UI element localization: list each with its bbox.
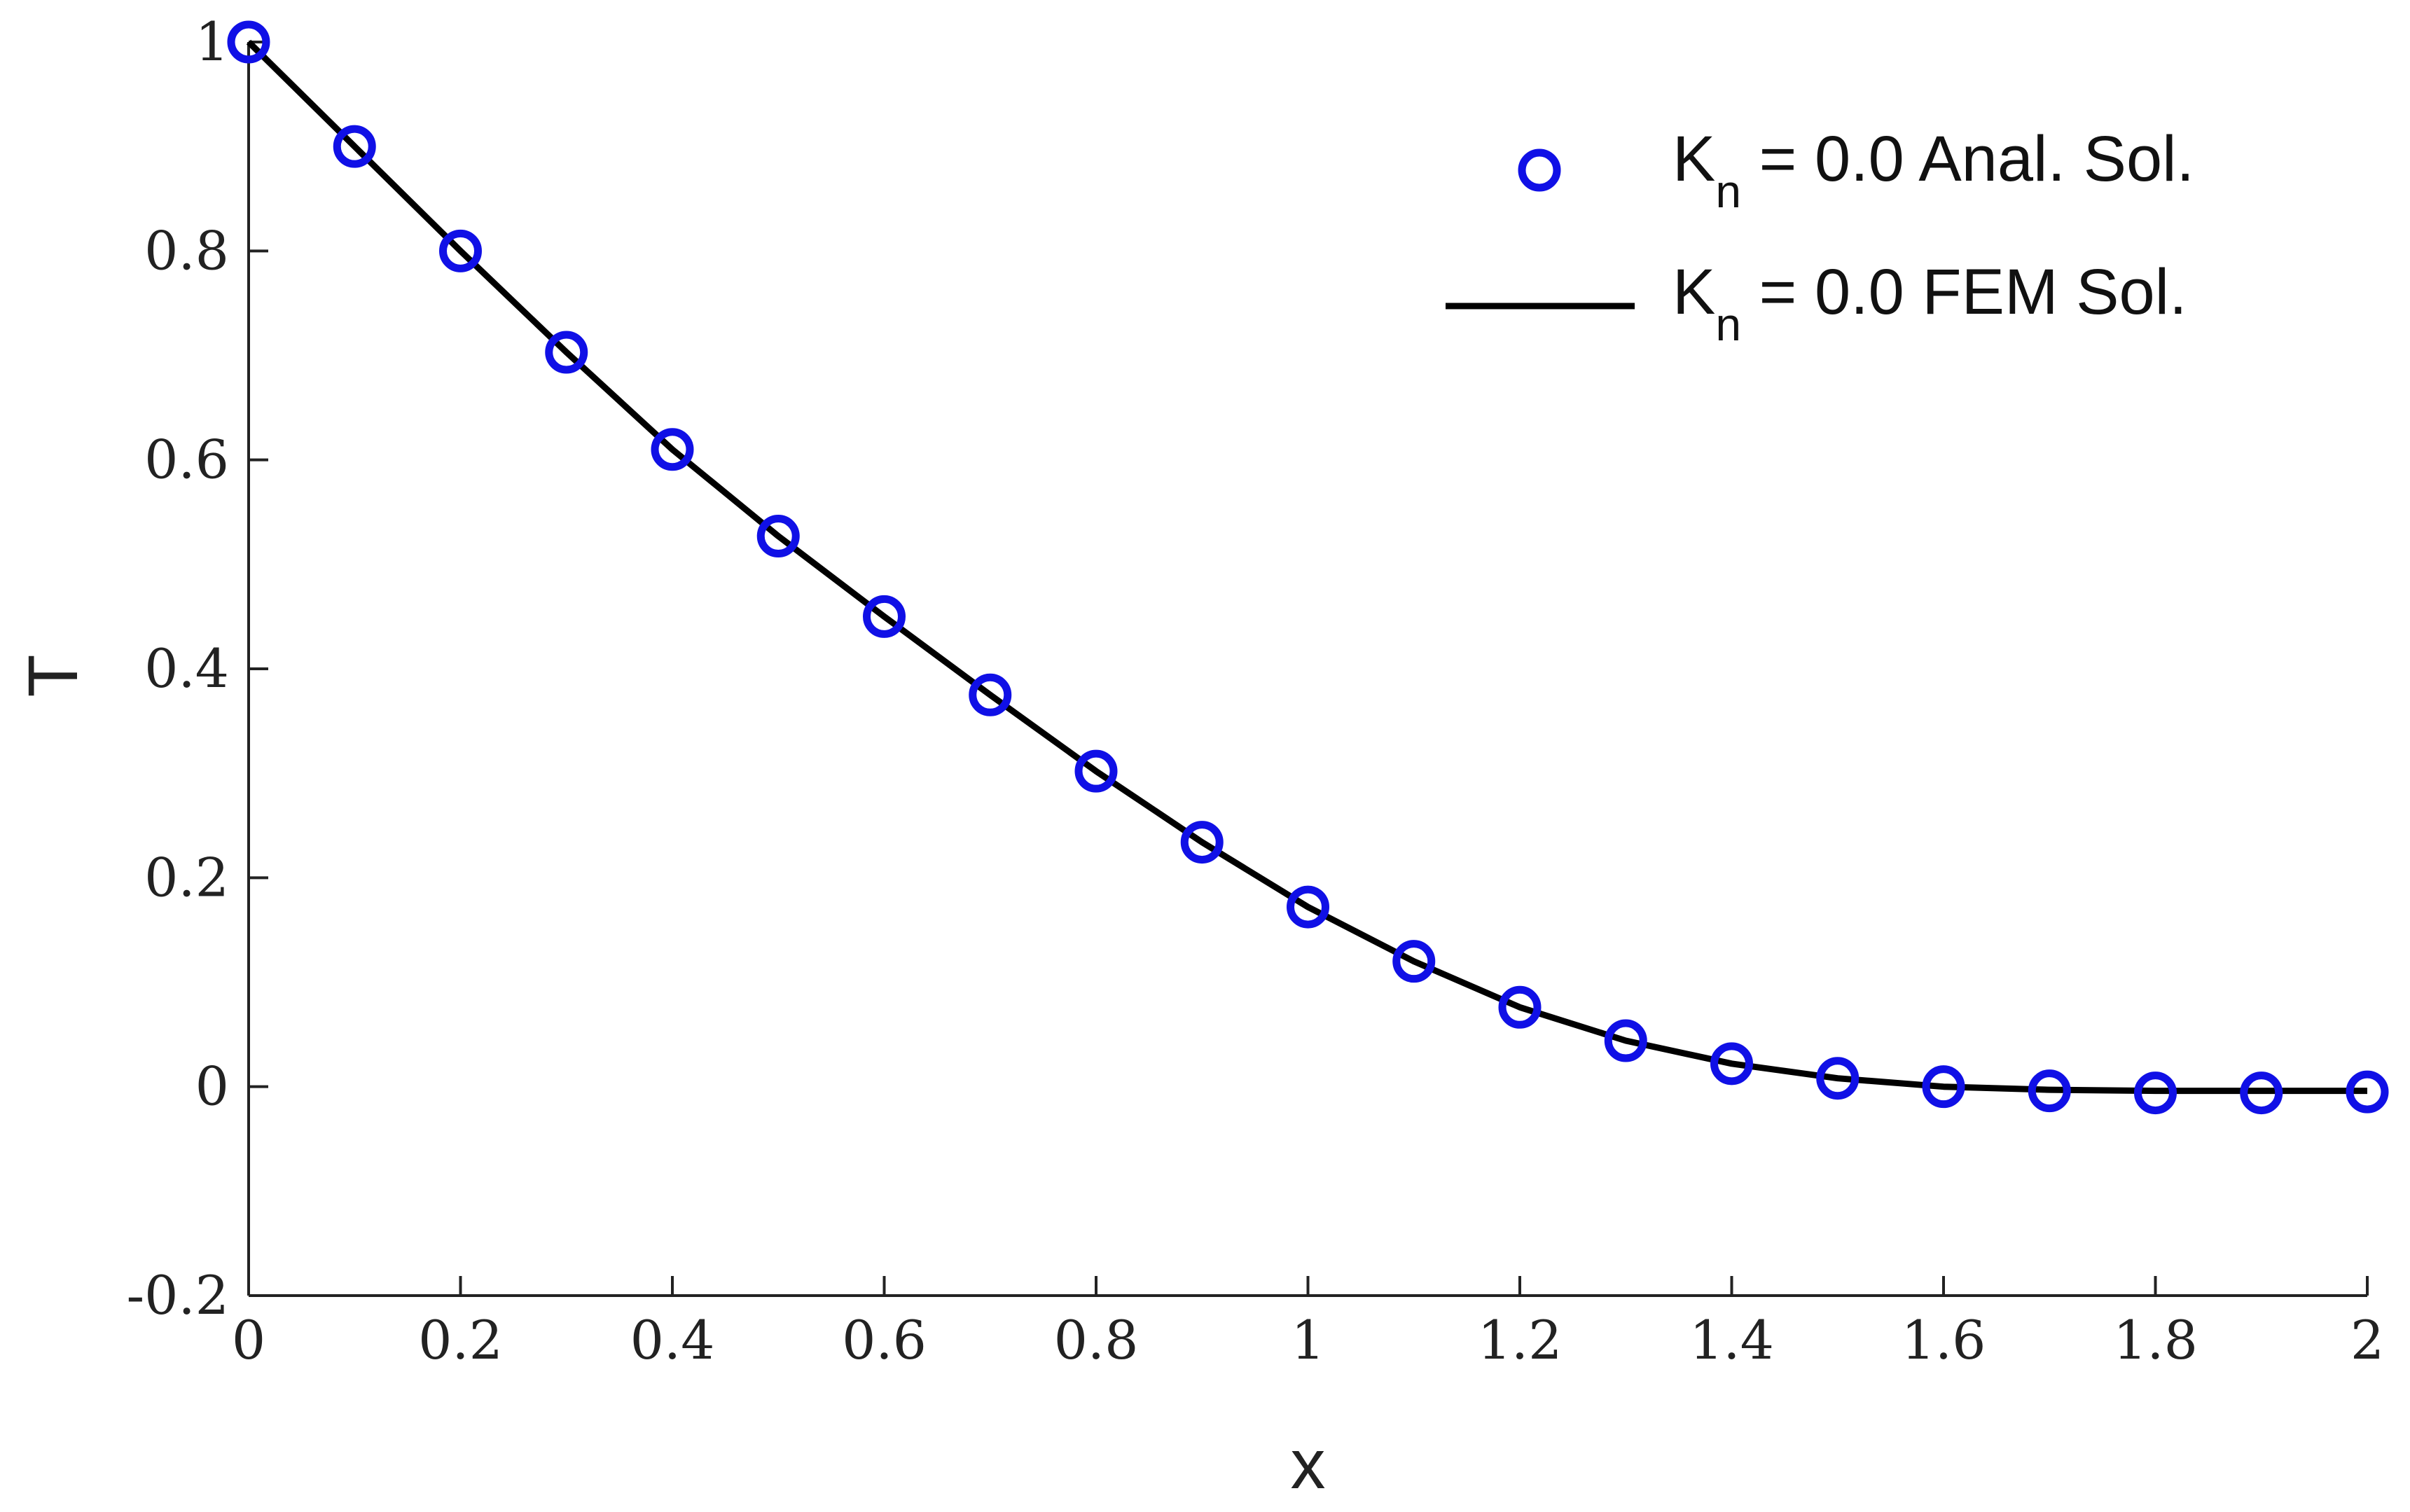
legend-anal-rest: = 0.0 Anal. Sol. — [1741, 123, 2194, 195]
legend-marker-anal — [1518, 148, 1561, 192]
y-tick-label: 0.8 — [144, 219, 229, 282]
data-point-anal — [863, 595, 906, 638]
legend-label-anal: Kn = 0.0 Anal. Sol. — [1673, 123, 2194, 217]
data-point-anal — [1392, 940, 1436, 983]
y-tick-label: 0.2 — [144, 846, 229, 908]
data-point-anal — [545, 331, 588, 374]
data-point-anal — [1287, 885, 1329, 929]
x-axis-label: x — [1291, 1425, 1326, 1504]
data-point-anal — [2134, 1071, 2177, 1115]
data-point-anal — [1710, 1042, 1753, 1086]
legend-fem-main: K — [1673, 256, 1715, 328]
legend-fem-rest: = 0.0 FEM Sol. — [1741, 256, 2187, 328]
plot-area — [227, 20, 2389, 1115]
x-tick-label: 0.4 — [630, 1309, 715, 1371]
x-tick-label: 1.2 — [1478, 1309, 1563, 1371]
x-tick-label: 1.8 — [2113, 1309, 2198, 1371]
data-point-anal — [651, 428, 694, 471]
legend-anal-main: K — [1673, 123, 1715, 195]
x-tick-label: 0.2 — [418, 1309, 503, 1371]
y-tick-label: -0.2 — [126, 1264, 229, 1326]
data-point-anal — [1074, 749, 1118, 793]
y-tick-label: 0 — [195, 1055, 229, 1118]
x-tick-label: 0.6 — [842, 1309, 927, 1371]
data-point-anal — [2346, 1070, 2389, 1114]
y-ticks: -0.2 0 0.2 0.4 0.6 0.8 1 — [126, 11, 268, 1326]
data-point-anal — [969, 673, 1012, 716]
y-tick-label: 0.6 — [144, 429, 229, 491]
data-point-anal — [1180, 821, 1224, 864]
data-point-anal — [2240, 1071, 2283, 1115]
data-point-anal — [1816, 1057, 1860, 1100]
series-line-fem — [246, 39, 2367, 1095]
y-tick-label: 1 — [195, 11, 229, 73]
legend: Kn = 0.0 Anal. Sol. Kn = 0.0 FEM Sol. — [1446, 123, 2194, 350]
legend-fem-sub: n — [1715, 298, 1741, 350]
x-tick-label: 0 — [232, 1309, 265, 1371]
x-ticks: 0 0.2 0.4 0.6 0.8 1 1.2 1.4 1.6 1.8 2 — [232, 1276, 2384, 1371]
legend-label-fem: Kn = 0.0 FEM Sol. — [1673, 256, 2187, 350]
x-tick-label: 1.6 — [1902, 1309, 1986, 1371]
data-point-anal — [227, 20, 270, 64]
x-tick-label: 1.4 — [1689, 1309, 1774, 1371]
x-tick-label: 0.8 — [1054, 1309, 1139, 1371]
data-point-anal — [2028, 1069, 2071, 1113]
data-point-anal — [439, 229, 482, 272]
data-point-anal — [1498, 985, 1542, 1029]
legend-anal-sub: n — [1715, 165, 1741, 217]
y-tick-label: 0.4 — [144, 637, 229, 700]
y-axis-label: T — [14, 654, 92, 697]
data-point-anal — [1922, 1065, 1965, 1109]
data-point-anal — [1604, 1019, 1647, 1062]
data-point-anal — [756, 515, 800, 558]
x-tick-label: 2 — [2350, 1309, 2384, 1371]
data-point-anal — [333, 125, 376, 168]
x-tick-label: 1 — [1291, 1309, 1324, 1371]
